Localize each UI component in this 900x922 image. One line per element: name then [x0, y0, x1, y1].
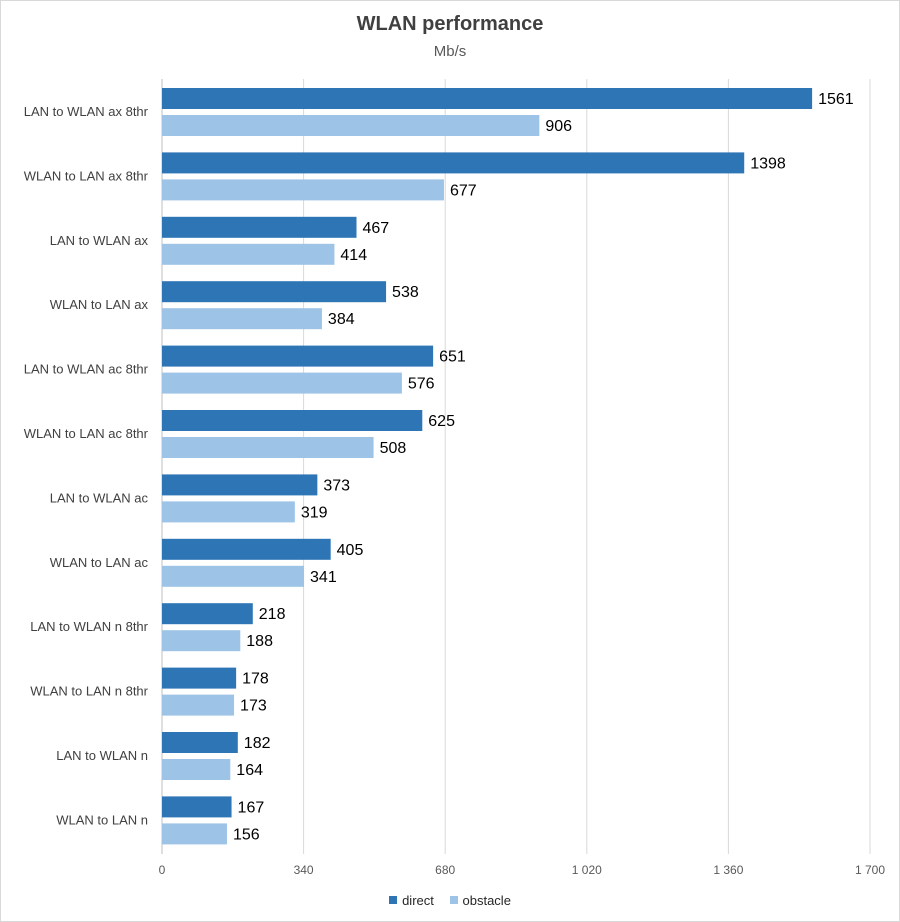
category-label: LAN to WLAN ac	[50, 490, 149, 505]
x-tick-label: 1 360	[713, 863, 743, 877]
plot-area: 0 340 680 1 020 1 360 1 700 LAN to WLAN ax 8th…	[24, 79, 885, 877]
data-label: 188	[246, 633, 273, 650]
bar-direct	[162, 667, 237, 689]
data-label: 538	[392, 284, 419, 301]
bar-direct	[162, 216, 357, 238]
category-label: LAN to WLAN n	[56, 748, 148, 763]
data-label: 467	[362, 220, 389, 237]
category-label: WLAN to LAN ax	[50, 297, 149, 312]
data-label: 218	[259, 606, 286, 623]
legend-item-obstacle[interactable]: obstacle	[449, 892, 511, 908]
category-label: LAN to WLAN n 8thr	[30, 619, 148, 634]
data-label: 405	[337, 542, 364, 559]
bar-obstacle	[162, 243, 335, 265]
bar-direct	[162, 796, 232, 818]
x-tick-label: 1 700	[855, 863, 885, 877]
data-label: 1561	[818, 91, 854, 108]
bar-direct	[162, 410, 423, 431]
category-label: WLAN to LAN n	[56, 812, 148, 827]
data-label: 164	[236, 762, 263, 779]
legend-item-direct[interactable]: direct	[389, 893, 434, 908]
data-label: 576	[408, 376, 435, 393]
data-label: 167	[238, 799, 265, 816]
data-label: 384	[328, 311, 355, 328]
data-label: 156	[233, 826, 260, 843]
category-label: LAN to WLAN ac 8thr	[24, 362, 149, 377]
bar-obstacle	[162, 823, 227, 845]
data-label: 173	[240, 698, 267, 715]
chart-subtitle: Mb/s	[433, 43, 467, 60]
category-label: LAN to WLAN ax 8thr	[24, 104, 149, 119]
bar-obstacle	[162, 372, 402, 394]
bar-direct	[162, 281, 387, 303]
data-label: 625	[428, 413, 455, 430]
data-label: 651	[439, 349, 466, 366]
bar-direct	[162, 603, 253, 625]
chart-title: WLAN performance	[356, 13, 544, 35]
bar-direct	[162, 474, 318, 496]
legend-swatch	[449, 896, 458, 904]
bar-obstacle	[162, 630, 241, 652]
data-label: 182	[244, 735, 271, 752]
bar-direct	[162, 88, 813, 109]
category-label: LAN to WLAN ax	[50, 233, 149, 248]
category-label: WLAN to LAN n 8thr	[30, 684, 148, 699]
x-tick-label: 1 020	[572, 863, 602, 877]
bar-obstacle	[162, 437, 374, 458]
bar-obstacle	[162, 179, 444, 201]
bar-direct	[162, 538, 331, 560]
x-tick-label: 680	[435, 863, 455, 877]
data-label: 373	[323, 477, 350, 494]
bar-direct	[162, 345, 434, 367]
bar-obstacle	[162, 759, 231, 780]
bar-direct	[162, 732, 238, 753]
data-label: 508	[380, 440, 407, 457]
data-label: 178	[242, 671, 269, 688]
data-label: 319	[301, 504, 328, 521]
bar-obstacle	[162, 565, 305, 587]
category-label: WLAN to LAN ac	[50, 555, 149, 570]
category-label: WLAN to LAN ac 8thr	[24, 426, 149, 441]
legend: direct obstacle	[1, 892, 899, 908]
bar-obstacle	[162, 694, 235, 716]
legend-label: direct	[402, 892, 434, 908]
x-tick-label: 0	[159, 863, 166, 877]
legend-label: obstacle	[462, 892, 511, 908]
data-label: 677	[450, 182, 477, 199]
bar-obstacle	[162, 308, 322, 330]
category-label: WLAN to LAN ax 8thr	[24, 168, 149, 183]
data-label: 1398	[750, 155, 786, 172]
data-label: 906	[545, 118, 572, 135]
legend-swatch	[389, 896, 398, 904]
data-label: 414	[340, 247, 367, 264]
bar-direct	[162, 152, 745, 174]
bar-obstacle	[162, 115, 540, 136]
data-label: 341	[310, 569, 337, 586]
bar-obstacle	[162, 501, 295, 523]
x-tick-label: 340	[294, 863, 314, 877]
